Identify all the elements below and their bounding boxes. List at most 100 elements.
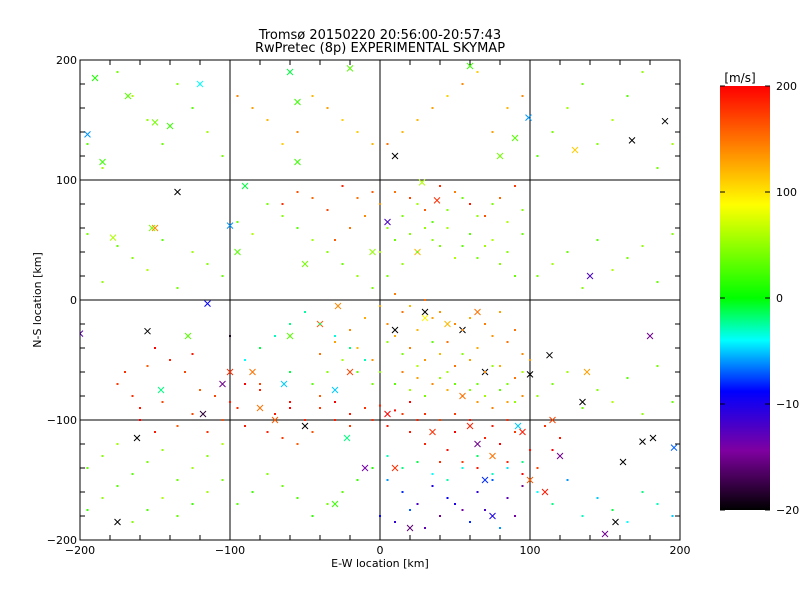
data-point-dot: [454, 323, 456, 325]
data-point-x: [391, 464, 399, 472]
data-point-dot: [536, 275, 539, 277]
data-point-dot: [671, 515, 674, 517]
data-point-dot: [266, 473, 269, 475]
data-point-dot: [101, 167, 104, 169]
data-point-x: [489, 452, 496, 460]
data-point-dot: [199, 389, 201, 391]
data-point-dot: [611, 269, 614, 271]
data-point-dot: [206, 431, 209, 433]
data-point-dot: [446, 371, 449, 373]
data-point-dot: [416, 419, 419, 421]
data-point-dot: [521, 395, 524, 397]
data-point-dot: [334, 341, 336, 343]
data-point-dot: [251, 491, 254, 493]
data-point-dot: [484, 395, 486, 397]
data-point-x: [286, 332, 294, 340]
data-point-dot: [214, 395, 216, 397]
data-point-dot: [416, 119, 419, 121]
data-point-x: [474, 308, 481, 316]
data-point-dot: [446, 95, 449, 97]
data-point-x: [184, 332, 192, 340]
data-point-dot: [364, 359, 366, 361]
data-point-dot: [131, 473, 134, 475]
data-point-dot: [461, 197, 464, 199]
data-point-dot: [266, 119, 269, 121]
y-tick-label: 100: [56, 174, 77, 187]
data-point-dot: [116, 443, 119, 445]
data-point-dot: [191, 107, 194, 109]
data-point-dot: [431, 473, 434, 475]
data-point-x: [526, 476, 534, 484]
data-point-dot: [499, 365, 501, 367]
data-point-dot: [176, 287, 179, 289]
data-point-dot: [506, 341, 509, 343]
data-point-dot: [536, 155, 539, 157]
data-point-dot: [244, 425, 246, 427]
data-point-dot: [341, 359, 344, 361]
data-point-dot: [221, 443, 224, 445]
data-point-dot: [521, 95, 524, 97]
data-point-x: [489, 512, 496, 520]
data-point-dot: [506, 251, 509, 253]
data-point-dot: [154, 347, 156, 349]
data-point-dot: [424, 359, 426, 361]
data-point-x: [166, 122, 174, 130]
data-point-x: [384, 410, 391, 418]
data-point-dot: [641, 71, 644, 73]
data-point-dot: [379, 371, 381, 373]
data-point-dot: [379, 515, 381, 517]
colorbar-ticks: 200 100 0 −100 −200: [720, 80, 800, 517]
data-point-dot: [259, 347, 261, 349]
data-point-dot: [499, 389, 501, 391]
data-point-dot: [431, 383, 434, 385]
data-point-dot: [161, 143, 164, 145]
data-point-dot: [626, 257, 629, 259]
data-point-dot: [386, 455, 389, 457]
data-point-dot: [401, 467, 404, 469]
data-point-dot: [559, 437, 561, 439]
data-point-dot: [596, 143, 599, 145]
data-point-dot: [424, 395, 426, 397]
data-point-dot: [379, 305, 381, 307]
data-point-dot: [131, 257, 134, 259]
data-point-dot: [371, 419, 374, 421]
data-point-dot: [521, 461, 524, 463]
data-point-dot: [394, 409, 396, 412]
data-point-dot: [611, 509, 614, 511]
data-point-dot: [116, 383, 119, 385]
y-axis-label: N-S location [km]: [31, 252, 44, 348]
data-point-dot: [416, 329, 419, 331]
data-point-dot: [551, 449, 554, 451]
data-point-x: [109, 234, 117, 241]
data-point-dot: [229, 401, 231, 403]
data-point-dot: [274, 413, 276, 415]
data-point-dot: [349, 329, 351, 331]
data-point-dot: [131, 521, 134, 523]
data-point-dot: [319, 353, 321, 355]
data-point-dot: [206, 263, 209, 265]
data-point-x: [433, 197, 441, 204]
data-point-dot: [461, 329, 464, 331]
colorbar-tick-label: 100: [776, 186, 797, 199]
data-point-dot: [349, 347, 351, 349]
data-point-dot: [236, 221, 239, 223]
data-point-dot: [506, 107, 509, 109]
data-point-dot: [289, 407, 291, 409]
data-point-x: [514, 422, 522, 430]
data-point-x: [294, 158, 301, 166]
data-point-x: [444, 320, 451, 328]
data-point-dot: [176, 425, 179, 427]
data-point-dot: [439, 245, 441, 247]
data-point-dot: [521, 371, 524, 373]
data-point-dot: [304, 419, 306, 421]
data-point-dot: [431, 341, 434, 343]
data-point-x: [639, 438, 646, 445]
data-point-dot: [416, 377, 419, 379]
data-point-x: [294, 98, 301, 106]
data-point-dot: [461, 509, 464, 511]
data-point-dot: [326, 209, 329, 211]
data-point-dot: [446, 341, 449, 343]
data-point-dot: [506, 383, 509, 385]
data-point-dot: [161, 449, 164, 451]
data-point-dot: [311, 95, 314, 97]
